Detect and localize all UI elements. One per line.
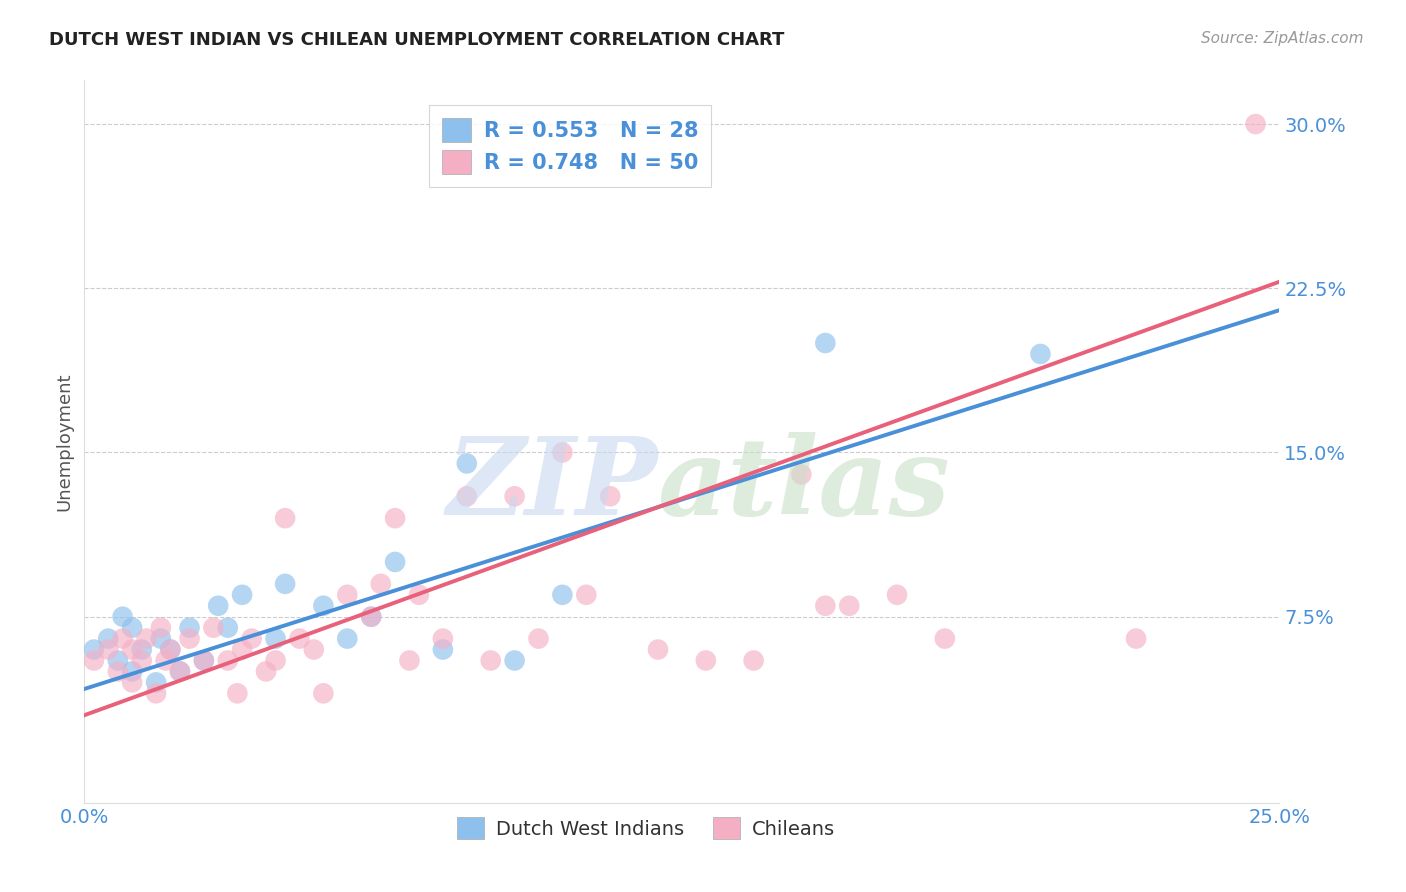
Point (384, 555, 406, 569)
Point (121, 675, 143, 690)
Point (360, 609, 382, 624)
Point (149, 621, 172, 635)
Point (121, 665, 143, 679)
Point (135, 632, 157, 646)
Point (83, 642, 105, 657)
Point (231, 588, 253, 602)
Point (599, 489, 621, 503)
Point (155, 653, 177, 667)
Point (456, 489, 478, 503)
Point (336, 588, 359, 602)
Point (131, 653, 153, 667)
Point (202, 621, 225, 635)
Point (814, 336, 837, 351)
Point (742, 653, 765, 667)
Point (814, 599, 837, 613)
Point (1029, 347, 1052, 361)
Point (934, 632, 956, 646)
Point (384, 511, 406, 525)
Point (432, 642, 454, 657)
Y-axis label: Unemployment: Unemployment (55, 372, 73, 511)
Point (111, 609, 134, 624)
Text: DUTCH WEST INDIAN VS CHILEAN UNEMPLOYMENT CORRELATION CHART: DUTCH WEST INDIAN VS CHILEAN UNEMPLOYMEN… (49, 31, 785, 49)
Point (302, 642, 325, 657)
Point (121, 621, 143, 635)
Point (193, 653, 215, 667)
Point (240, 632, 263, 646)
Point (217, 621, 239, 635)
Point (97, 632, 120, 646)
Point (254, 665, 277, 679)
Point (503, 653, 526, 667)
Point (145, 686, 167, 700)
Text: atlas: atlas (658, 432, 950, 538)
Point (838, 599, 860, 613)
Text: ZIP: ZIP (447, 432, 658, 538)
Point (264, 653, 287, 667)
Point (503, 489, 526, 503)
Point (207, 599, 229, 613)
Point (226, 686, 249, 700)
Point (97, 642, 120, 657)
Point (107, 665, 129, 679)
Point (145, 675, 167, 690)
Point (360, 609, 382, 624)
Point (370, 577, 392, 591)
Point (479, 653, 502, 667)
Point (231, 642, 253, 657)
Point (264, 632, 287, 646)
Point (159, 642, 181, 657)
Point (179, 632, 201, 646)
Text: Source: ZipAtlas.com: Source: ZipAtlas.com (1201, 31, 1364, 46)
Point (149, 632, 172, 646)
Point (107, 653, 129, 667)
Legend: Dutch West Indians, Chileans: Dutch West Indians, Chileans (449, 809, 844, 847)
Point (121, 642, 143, 657)
Point (111, 632, 134, 646)
Point (695, 653, 717, 667)
Point (1244, 117, 1267, 131)
Point (274, 511, 297, 525)
Point (288, 632, 311, 646)
Point (159, 642, 181, 657)
Point (527, 632, 550, 646)
Point (169, 665, 191, 679)
Point (312, 686, 335, 700)
Point (274, 577, 297, 591)
Point (1125, 632, 1147, 646)
Point (647, 642, 669, 657)
Point (575, 588, 598, 602)
Point (886, 588, 908, 602)
Point (551, 588, 574, 602)
Point (83, 653, 105, 667)
Point (169, 665, 191, 679)
Point (456, 457, 478, 471)
Point (193, 653, 215, 667)
Point (179, 621, 201, 635)
Point (336, 632, 359, 646)
Point (432, 632, 454, 646)
Point (131, 642, 153, 657)
Point (398, 653, 420, 667)
Point (312, 599, 335, 613)
Point (790, 467, 813, 482)
Point (551, 445, 574, 459)
Point (217, 653, 239, 667)
Point (408, 588, 430, 602)
